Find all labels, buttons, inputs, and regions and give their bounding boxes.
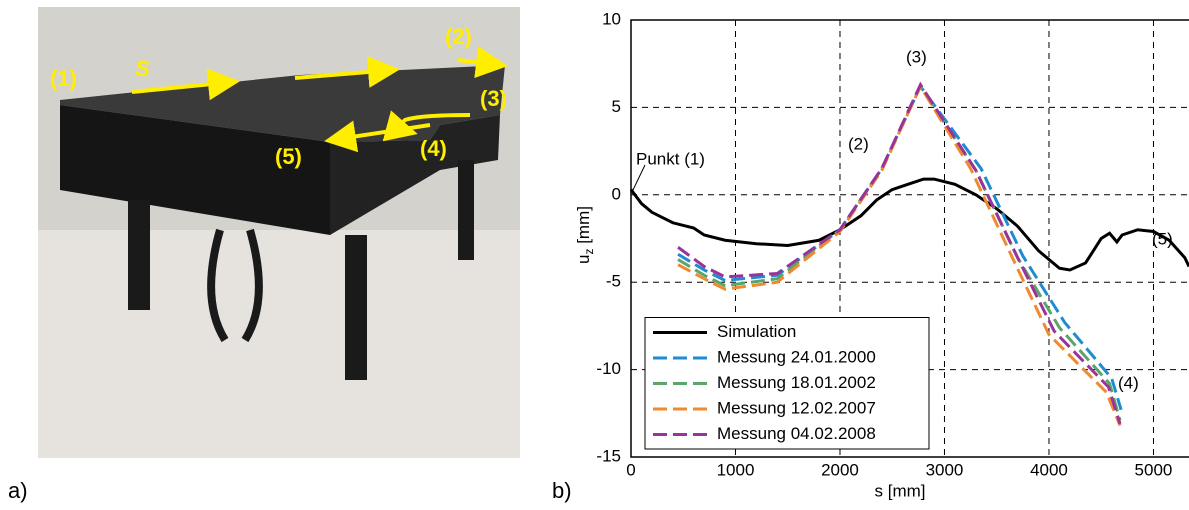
photo-label: S [135, 56, 150, 81]
panel-label: a) [8, 478, 28, 503]
legend-label: Messung 12.02.2007 [717, 398, 876, 417]
photo-label: (3) [480, 86, 507, 111]
y-tick-label: -5 [606, 272, 621, 291]
series-line [631, 179, 1189, 270]
legend-label: Messung 18.01.2002 [717, 373, 876, 392]
photo-label: (4) [420, 136, 447, 161]
x-tick-label: 4000 [1030, 460, 1068, 479]
figure: (1) S (2) (3) (4) (5) a) b) s [mm] uz [m… [0, 0, 1189, 505]
x-tick-label: 0 [626, 460, 635, 479]
photo-label: (2) [445, 24, 472, 49]
y-tick-label: -15 [596, 446, 621, 465]
x-tick-label: 1000 [717, 460, 755, 479]
annotation: (3) [906, 47, 927, 66]
annotation: (2) [848, 134, 869, 153]
leg [128, 200, 150, 310]
floor [38, 230, 520, 458]
legend-label: Simulation [717, 322, 796, 341]
y-label-unit: [mm] [574, 206, 593, 249]
annotation: Punkt (1) [636, 149, 705, 168]
y-tick-label: 0 [612, 184, 621, 203]
y-label-base: u [574, 255, 593, 264]
x-axis-label: s [mm] [875, 481, 926, 500]
annotation: (4) [1118, 373, 1139, 392]
panel-label: b) [552, 478, 572, 503]
y-tick-label: 5 [612, 97, 621, 116]
y-tick-label: -10 [596, 359, 621, 378]
x-tick-label: 3000 [926, 460, 964, 479]
legend-label: Messung 04.02.2008 [717, 424, 876, 443]
legend-label: Messung 24.01.2000 [717, 347, 876, 366]
annotation-leader [633, 165, 645, 190]
photo-label: (1) [50, 66, 77, 91]
leg [458, 160, 474, 260]
x-tick-label: 5000 [1135, 460, 1173, 479]
x-tick-label: 2000 [821, 460, 859, 479]
y-axis-label: uz [mm] [574, 206, 596, 264]
leg [345, 235, 367, 380]
photo: (1) S (2) (3) (4) (5) [38, 7, 520, 458]
photo-label: (5) [275, 144, 302, 169]
y-tick-label: 10 [602, 9, 621, 28]
